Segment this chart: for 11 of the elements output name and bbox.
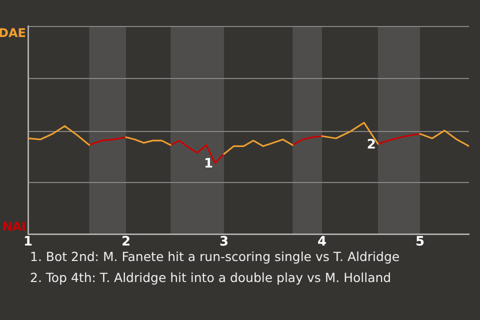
x-tick-label: 5 bbox=[415, 234, 425, 250]
x-tick-label: 3 bbox=[219, 234, 229, 250]
x-tick-label: 1 bbox=[23, 234, 33, 250]
text: 1. Bot 2nd: M. Fanete hit a run-scoring single vs T. Aldridge bbox=[30, 248, 400, 266]
annotation: 2 bbox=[366, 137, 376, 152]
text: DAE bbox=[0, 26, 26, 40]
annotation: 1 bbox=[204, 156, 214, 172]
text: 2. Top 4th: T. Aldridge hit into a double play vs M. Holland bbox=[30, 269, 392, 287]
x-tick-label: 4 bbox=[317, 234, 327, 250]
x-tick-label: 2 bbox=[121, 234, 131, 250]
text: NAI bbox=[2, 220, 26, 234]
